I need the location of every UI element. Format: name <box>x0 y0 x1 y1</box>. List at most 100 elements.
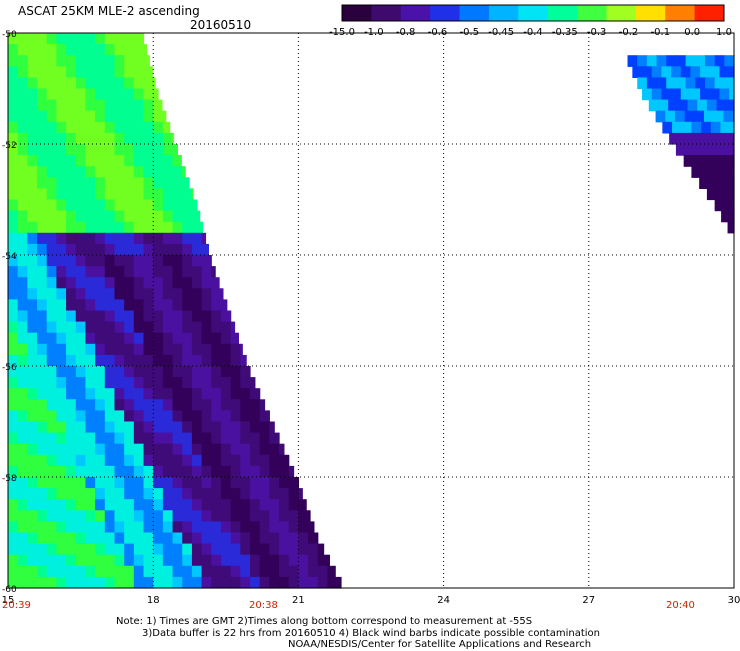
x-tick-label: 15 <box>2 595 15 606</box>
data-cell <box>201 277 212 289</box>
data-cell <box>85 288 96 300</box>
data-cell <box>46 565 57 578</box>
data-cell <box>143 576 154 589</box>
data-cell <box>669 132 680 145</box>
data-cell <box>680 66 692 78</box>
data-cell <box>17 44 28 56</box>
data-cell <box>104 377 116 389</box>
data-cell <box>172 343 183 356</box>
data-cell <box>211 576 222 589</box>
data-cell <box>250 399 261 411</box>
data-cell <box>8 499 19 511</box>
data-cell <box>66 388 77 400</box>
data-cell <box>46 199 57 212</box>
data-cell <box>8 88 19 101</box>
data-cell <box>211 499 222 511</box>
data-cell <box>46 576 57 589</box>
data-cell <box>66 221 77 234</box>
data-cell <box>95 66 106 78</box>
data-cell <box>714 144 725 156</box>
data-cell <box>46 432 57 445</box>
data-cell <box>259 465 270 478</box>
data-cell <box>75 366 87 378</box>
data-cell <box>27 310 38 323</box>
data-cell <box>95 565 106 578</box>
data-cell <box>104 510 116 522</box>
data-cell <box>710 121 722 134</box>
data-cell <box>642 88 653 101</box>
data-cell <box>46 377 57 389</box>
data-cell <box>172 543 183 556</box>
data-cell <box>269 421 275 434</box>
data-cell <box>133 510 145 522</box>
data-cell <box>201 510 212 522</box>
data-cell <box>17 55 28 67</box>
data-cell <box>201 321 212 334</box>
data-cell <box>182 521 193 534</box>
y-tick-label: -54 <box>2 252 17 262</box>
data-cell <box>162 565 174 578</box>
data-cell <box>104 255 116 267</box>
data-cell <box>27 366 38 378</box>
data-cell <box>75 310 87 323</box>
data-cell <box>201 299 212 312</box>
data-cell <box>66 543 77 556</box>
data-cell <box>27 543 38 556</box>
data-cell <box>124 232 135 245</box>
data-cell <box>182 199 193 212</box>
colorbar-swatch <box>371 5 402 21</box>
data-cell <box>124 354 135 367</box>
x-tick-label: 24 <box>437 595 450 606</box>
data-cell <box>124 543 135 556</box>
data-cell <box>46 388 57 400</box>
data-cell <box>191 332 203 345</box>
data-cell <box>114 321 125 334</box>
data-cell <box>724 55 735 67</box>
data-cell <box>124 510 135 522</box>
data-cell <box>153 366 164 378</box>
data-cell <box>17 388 28 400</box>
data-cell <box>37 521 48 534</box>
data-cell <box>143 44 148 56</box>
data-cell <box>114 177 125 189</box>
data-cell <box>85 532 96 545</box>
data-cell <box>637 55 648 67</box>
data-cell <box>191 488 203 500</box>
data-cell <box>133 421 145 434</box>
data-cell <box>95 77 106 90</box>
data-cell <box>211 410 222 423</box>
data-cell <box>143 543 154 556</box>
data-cell <box>114 432 125 445</box>
data-cell <box>95 144 106 156</box>
data-cell <box>46 310 57 323</box>
data-cell <box>46 243 57 256</box>
data-cell <box>201 443 212 456</box>
data-cell <box>133 44 145 56</box>
data-cell <box>143 221 154 234</box>
data-cell <box>133 399 145 411</box>
data-cell <box>95 399 106 411</box>
data-cell <box>17 66 28 78</box>
data-cell <box>46 144 57 156</box>
data-cell <box>46 332 57 345</box>
data-cell <box>75 521 87 534</box>
data-cell <box>714 77 725 90</box>
data-cell <box>172 465 183 478</box>
data-cell <box>46 543 57 556</box>
data-cell <box>191 210 201 223</box>
data-cell <box>182 210 193 223</box>
data-cell <box>56 377 67 389</box>
data-cell <box>153 77 156 90</box>
data-cell <box>729 88 735 101</box>
data-cell <box>153 332 164 345</box>
data-cell <box>85 510 96 522</box>
x-tick-label: 27 <box>582 595 595 606</box>
data-cell <box>27 410 38 423</box>
data-cell <box>37 299 48 312</box>
data-cell <box>8 454 19 467</box>
data-cell <box>211 299 222 312</box>
data-cell <box>703 110 715 123</box>
data-cell <box>133 377 145 389</box>
data-cell <box>172 155 182 167</box>
data-cell <box>230 510 241 522</box>
